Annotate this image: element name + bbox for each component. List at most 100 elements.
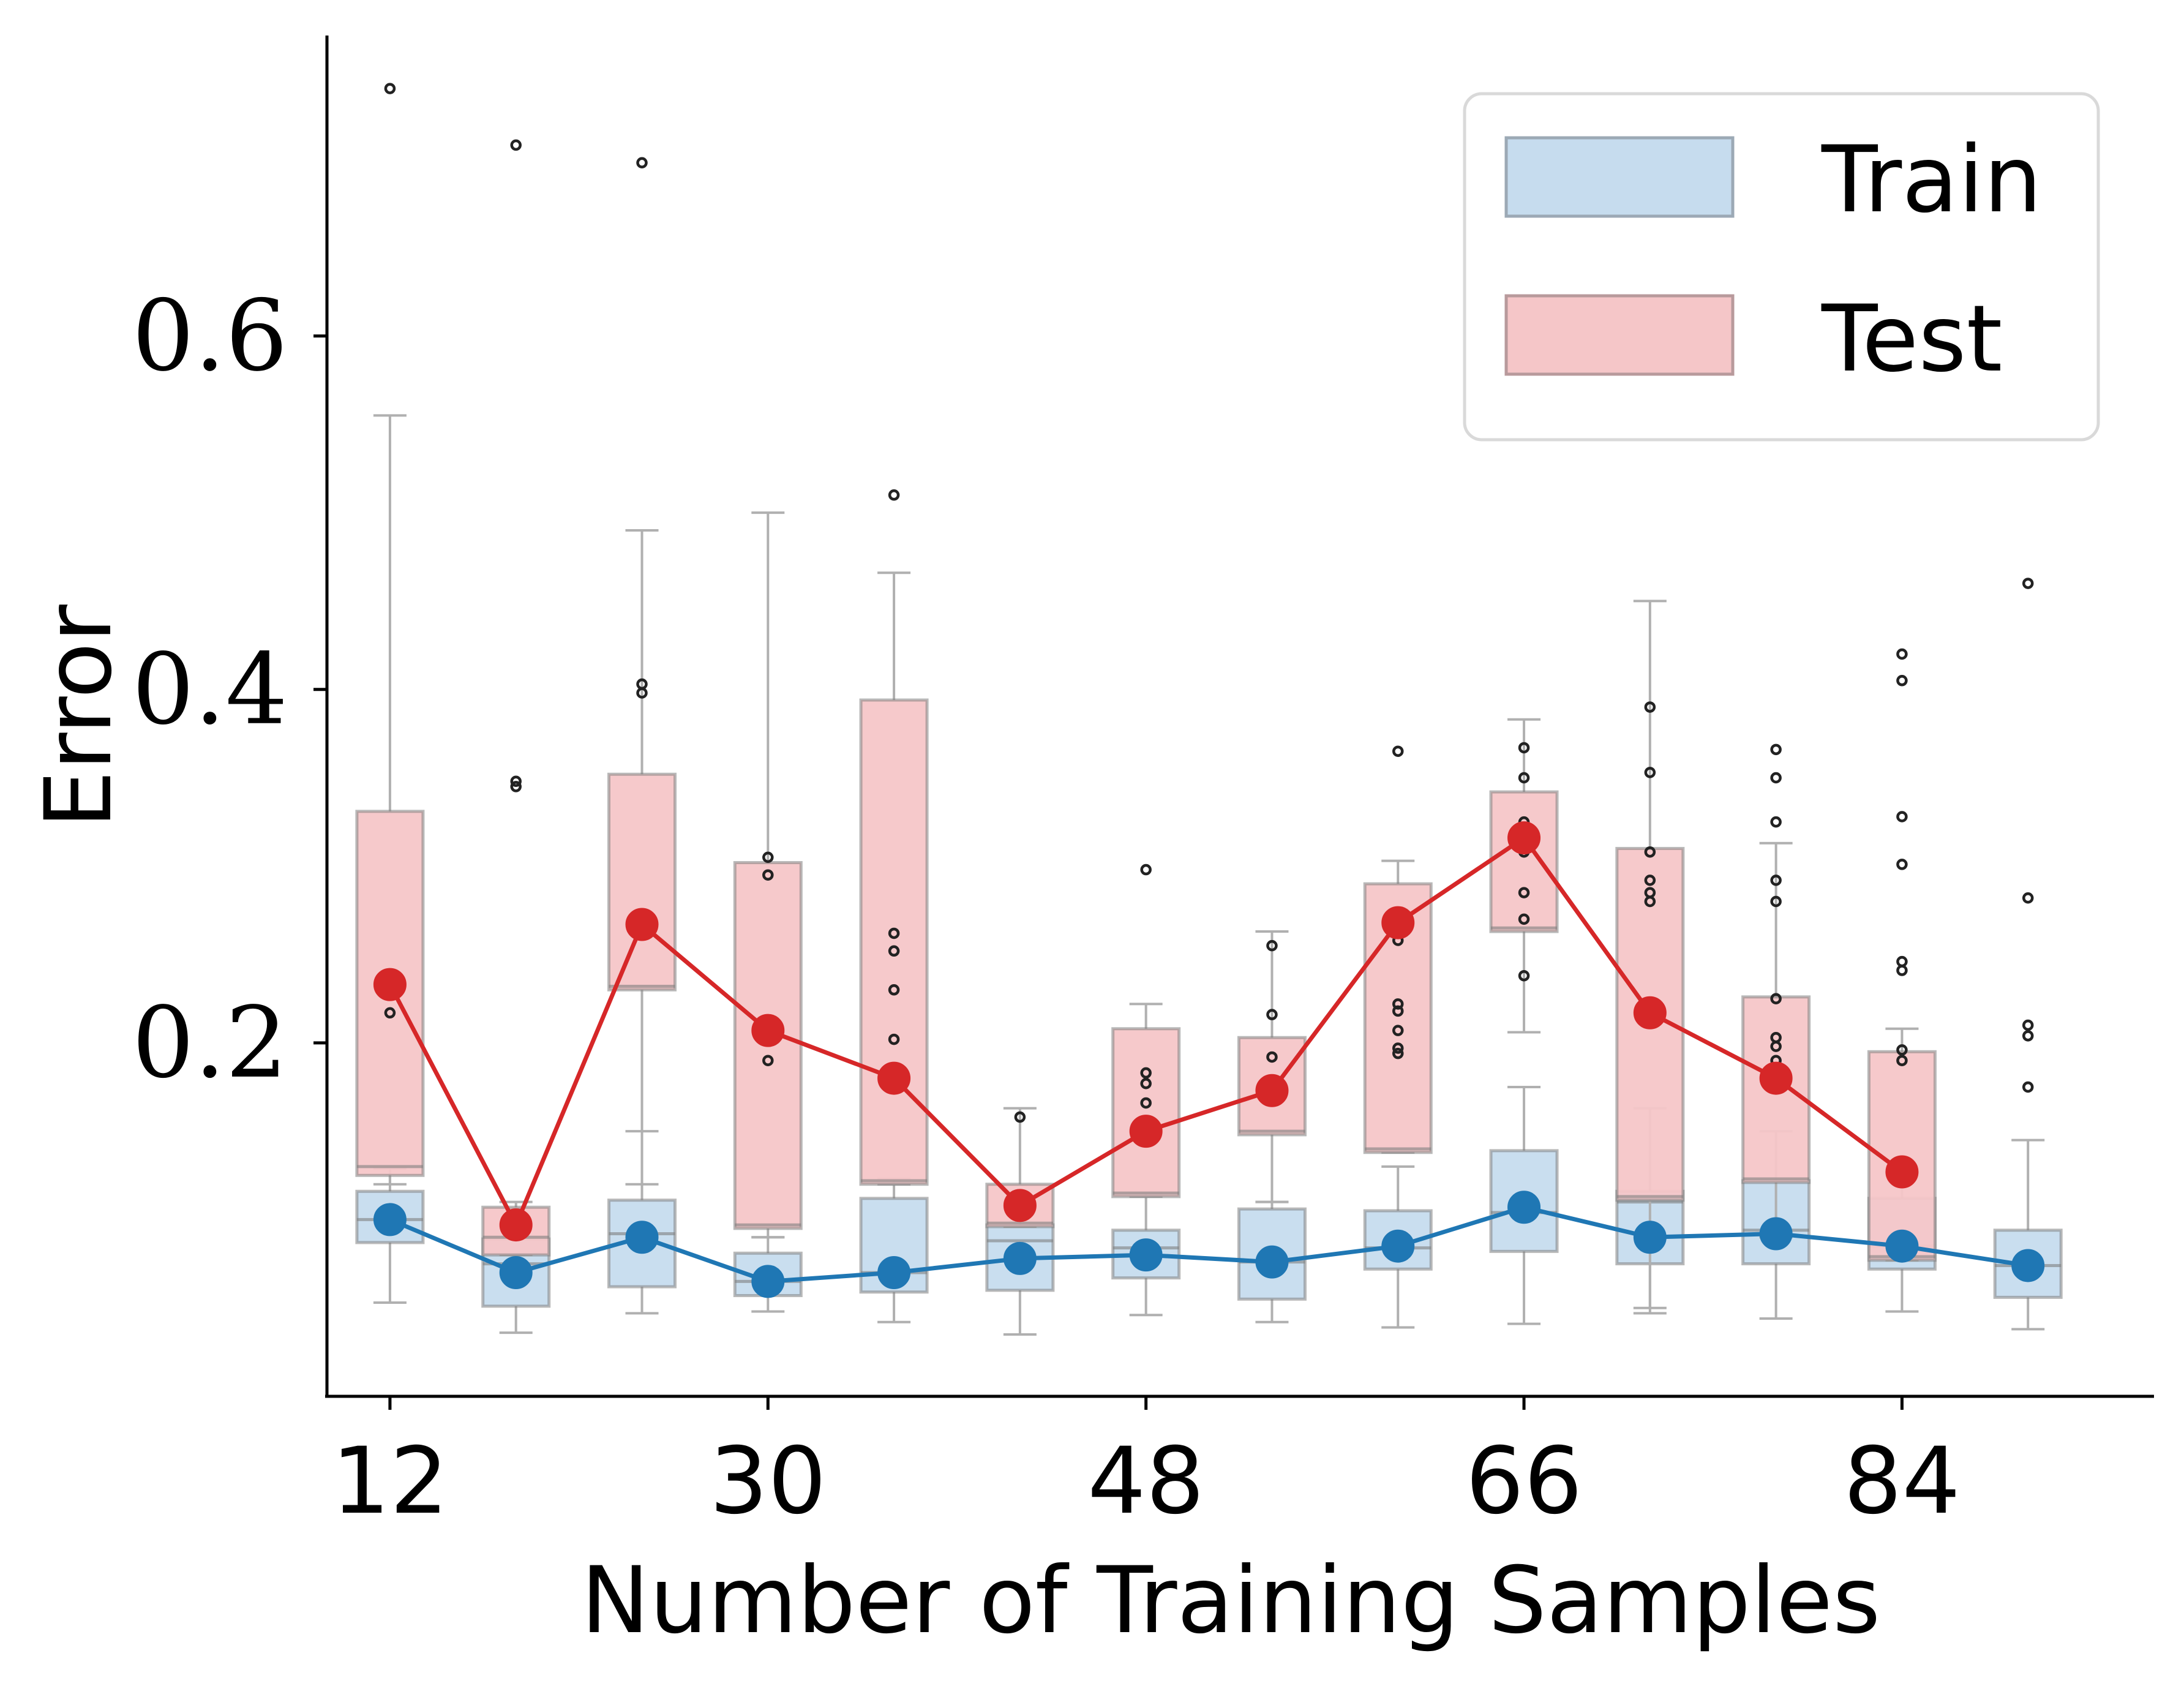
test-mean-point [751,1014,785,1047]
train-outlier [2022,1030,2034,1042]
y-tick-label-0.2: 0.2 [132,985,288,1100]
y-tick-label-0.6: 0.6 [132,279,288,393]
test-box-rect [1741,995,1811,1184]
test-outlier [1896,811,1908,822]
test-outlier [1140,1077,1152,1090]
test-outlier [1392,998,1404,1010]
test-mean-point [1381,906,1415,939]
test-outlier [1644,701,1656,713]
test-mean-point [373,968,407,1001]
test-box-rect [1111,1027,1181,1199]
test-outlier [384,83,396,94]
test-outlier [1896,965,1908,976]
test-outlier [888,1033,900,1045]
test-outlier [1896,955,1908,968]
test-outlier [888,927,900,939]
x-tick-label-48: 48 [1087,1428,1204,1535]
test-outlier [1140,1067,1152,1079]
train-mean-point [373,1203,407,1236]
axes-layer [325,36,2154,1398]
test-outlier [1392,745,1404,757]
train-mean-point [1507,1191,1541,1224]
test-outlier [1644,846,1656,858]
test-outlier [1896,1055,1908,1066]
test-mean-point [1507,821,1541,855]
test-outlier [1518,742,1530,754]
legend-train-label: Train [1821,127,2042,233]
y-axis-label: Error [26,604,132,829]
test-outlier [1014,1111,1026,1123]
test-outlier [1266,939,1278,952]
mean-lines-layer [373,821,2045,1298]
train-mean-point [877,1256,911,1289]
test-outlier [1896,648,1908,660]
test-outlier [888,984,900,996]
test-outlier [1518,913,1530,925]
test-box-60 [1363,745,1433,1154]
test-mean-point [1003,1189,1037,1222]
train-box-54 [1237,1200,1307,1323]
test-mean-point [1633,996,1667,1029]
train-mean-line [389,1205,2028,1284]
test-outlier [1140,1097,1152,1109]
legend-test-label: Test [1821,286,2002,393]
test-box-54 [1237,930,1307,1203]
test-box-rect [859,698,929,1186]
train-mean-point [1633,1221,1667,1254]
test-outlier [510,781,522,792]
test-outlier [1644,875,1656,886]
y-tick-label-0.4: 0.4 [132,632,288,747]
test-mean-point [1129,1115,1163,1148]
test-mean-point [877,1061,911,1095]
train-mean-point [1885,1229,1919,1263]
test-outlier [762,1055,774,1066]
test-box-36 [859,489,929,1186]
test-outlier [1770,993,1782,1004]
train-outlier [2022,1081,2034,1093]
test-outlier [1140,864,1152,876]
train-box-rect [1489,1149,1559,1253]
test-outlier [636,157,648,169]
train-mean-point [1255,1245,1289,1279]
test-outlier [888,945,900,957]
test-box-24 [607,157,677,1186]
test-outlier [1266,1051,1278,1063]
legend-train-swatch [1504,136,1735,218]
train-mean-point [751,1265,785,1298]
test-mean-point [1759,1061,1793,1095]
test-outlier [1896,859,1908,870]
train-mean-point [625,1221,659,1254]
test-box-78 [1741,743,1811,1239]
train-mean-point [1759,1217,1793,1251]
test-outlier [1518,772,1530,784]
test-mean-point [499,1208,533,1242]
train-mean-point [1381,1229,1415,1263]
test-box-66 [1489,718,1559,1034]
test-outlier [510,775,522,788]
test-mean-point [1885,1155,1919,1189]
test-outlier [1392,1047,1404,1059]
test-box-rect [1489,790,1559,933]
test-outlier [1518,969,1530,982]
train-outlier [2022,578,2034,589]
test-outlier [1896,1044,1908,1056]
test-outlier [1644,767,1656,778]
test-outlier [1770,816,1782,828]
test-outlier [1392,1005,1404,1017]
test-outlier [1518,887,1530,898]
legend: Train Test [1463,92,2100,442]
ticks-layer: 12 30 48 66 84 0.2 0.4 0.6 [132,279,1961,1535]
test-mean-point [625,908,659,941]
train-box-66 [1489,1086,1559,1325]
test-outlier [1770,875,1782,886]
test-mean-point [1255,1074,1289,1107]
x-axis-label: Number of Training Samples [581,1548,1881,1654]
x-tick-label-84: 84 [1844,1428,1961,1535]
test-outlier [1770,895,1782,908]
test-outlier [636,687,648,699]
x-tick-label-12: 12 [331,1428,448,1535]
train-mean-point [499,1256,533,1289]
test-outlier [1896,675,1908,687]
train-mean-point [1129,1238,1163,1272]
